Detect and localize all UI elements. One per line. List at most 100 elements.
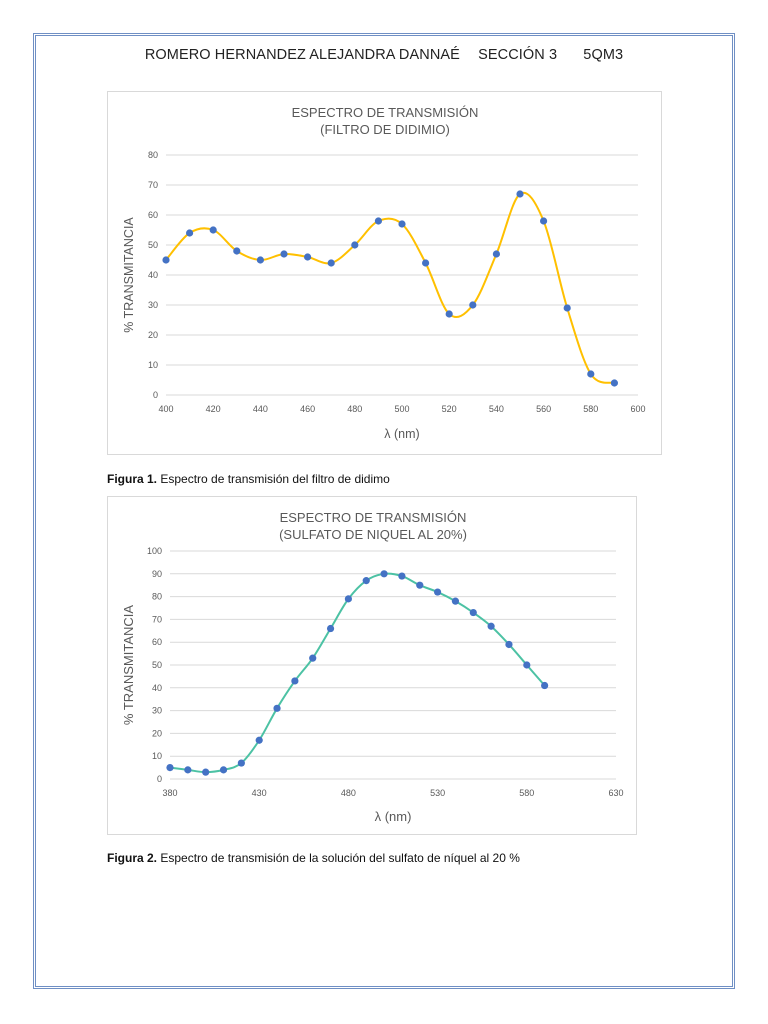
- data-point: [398, 220, 406, 228]
- figure-2-caption: Figura 2. Espectro de transmisión de la …: [107, 851, 520, 865]
- x-tick-label: 540: [489, 404, 504, 414]
- x-tick-label: 630: [608, 788, 623, 798]
- data-point: [451, 597, 460, 605]
- data-point: [162, 256, 170, 264]
- data-point: [209, 226, 217, 234]
- y-tick-label: 90: [152, 569, 162, 579]
- y-tick-label: 70: [152, 614, 162, 624]
- data-point: [398, 572, 406, 580]
- x-tick-label: 460: [300, 404, 315, 414]
- x-tick-label: 380: [162, 788, 177, 798]
- x-tick-label: 580: [583, 404, 598, 414]
- chart-title-line: (FILTRO DE DIDIMIO): [320, 122, 450, 137]
- data-point: [492, 250, 500, 258]
- data-point: [237, 759, 245, 767]
- data-point: [563, 304, 571, 312]
- chart-title-line: ESPECTRO DE TRANSMISIÓN: [292, 105, 479, 120]
- x-tick-label: 430: [252, 788, 267, 798]
- x-tick-label: 480: [341, 788, 356, 798]
- data-point: [202, 768, 210, 776]
- data-point: [610, 379, 618, 387]
- figure-1-text: Espectro de transmisión del filtro de di…: [157, 472, 390, 486]
- y-tick-label: 0: [157, 774, 162, 784]
- data-point: [255, 736, 263, 744]
- x-tick-label: 420: [206, 404, 221, 414]
- x-tick-label: 560: [536, 404, 551, 414]
- data-point: [422, 259, 430, 267]
- data-point: [434, 588, 442, 596]
- data-point: [351, 241, 359, 249]
- data-point: [326, 624, 335, 633]
- chart-title-line: ESPECTRO DE TRANSMISIÓN: [280, 510, 467, 525]
- data-point: [540, 217, 548, 225]
- author-name: ROMERO HERNANDEZ ALEJANDRA DANNAÉ: [144, 47, 460, 63]
- data-point: [362, 577, 370, 585]
- y-axis-label: % TRANSMITANCIA: [122, 217, 136, 333]
- page-border: [33, 33, 735, 989]
- x-tick-label: 600: [630, 404, 645, 414]
- y-tick-label: 80: [148, 150, 158, 160]
- group-label: 5QM3: [583, 47, 624, 63]
- data-point: [505, 640, 513, 649]
- y-tick-label: 20: [148, 330, 158, 340]
- x-tick-label: 480: [347, 404, 362, 414]
- y-tick-label: 50: [152, 660, 162, 670]
- chart-2: ESPECTRO DE TRANSMISIÓN (SULFATO DE NIQUE…: [107, 496, 637, 835]
- y-tick-label: 30: [148, 300, 158, 310]
- chart-2-svg: ESPECTRO DE TRANSMISIÓN (SULFATO DE NIQUE…: [121, 510, 624, 824]
- data-point: [469, 608, 477, 617]
- data-point: [445, 310, 453, 318]
- data-point: [380, 570, 388, 578]
- x-tick-label: 580: [519, 788, 534, 798]
- data-point: [487, 622, 495, 630]
- data-point: [291, 677, 299, 685]
- y-tick-label: 10: [152, 751, 162, 761]
- y-tick-label: 100: [147, 546, 162, 556]
- data-point: [186, 229, 194, 237]
- y-tick-label: 80: [152, 592, 162, 602]
- chart-title-line: (SULFATO DE NIQUEL AL 20%): [279, 527, 467, 542]
- data-point: [587, 370, 595, 378]
- y-tick-label: 20: [152, 728, 162, 738]
- data-point: [219, 766, 228, 774]
- figure-1-caption: Figura 1. Espectro de transmisión del fi…: [107, 472, 390, 486]
- x-axis-label: λ (nm): [375, 809, 412, 824]
- data-point: [184, 766, 192, 774]
- x-tick-label: 400: [158, 404, 173, 414]
- data-point: [541, 681, 549, 690]
- data-point: [256, 256, 264, 264]
- y-axis-label: % TRANSMITANCIA: [121, 605, 136, 725]
- chart-1-svg: ESPECTRO DE TRANSMISIÓN (FILTRO DE DIDIMI…: [122, 105, 646, 441]
- x-tick-label: 500: [394, 404, 409, 414]
- page-header: ROMERO HERNANDEZ ALEJANDRA DANNAÉ SECCIÓ…: [0, 47, 768, 63]
- data-point: [166, 764, 174, 772]
- data-point: [233, 247, 241, 255]
- x-tick-label: 530: [430, 788, 445, 798]
- series-line: [169, 572, 546, 774]
- y-tick-label: 70: [148, 180, 158, 190]
- figure-2-text: Espectro de transmisión de la solución d…: [157, 851, 520, 865]
- figure-2-label: Figura 2.: [107, 851, 158, 865]
- chart-1: ESPECTRO DE TRANSMISIÓN (FILTRO DE DIDIMI…: [107, 91, 662, 455]
- figure-1-label: Figura 1.: [107, 472, 158, 486]
- y-tick-label: 0: [153, 390, 158, 400]
- data-point: [469, 301, 477, 309]
- data-point: [344, 595, 352, 603]
- x-axis-label: λ (nm): [384, 427, 419, 441]
- data-point: [416, 581, 424, 589]
- data-point: [273, 704, 281, 712]
- data-point: [327, 259, 335, 267]
- y-tick-label: 40: [152, 683, 162, 693]
- y-tick-label: 50: [148, 240, 158, 250]
- x-tick-label: 440: [253, 404, 268, 414]
- data-point: [374, 217, 382, 225]
- data-point: [523, 661, 531, 669]
- y-tick-label: 60: [148, 210, 158, 220]
- data-point: [304, 253, 312, 261]
- x-tick-label: 520: [442, 404, 457, 414]
- y-tick-label: 10: [148, 360, 158, 370]
- data-point: [516, 190, 524, 198]
- section-label: SECCIÓN 3: [478, 47, 558, 63]
- y-tick-label: 40: [148, 270, 158, 280]
- data-point: [280, 250, 288, 258]
